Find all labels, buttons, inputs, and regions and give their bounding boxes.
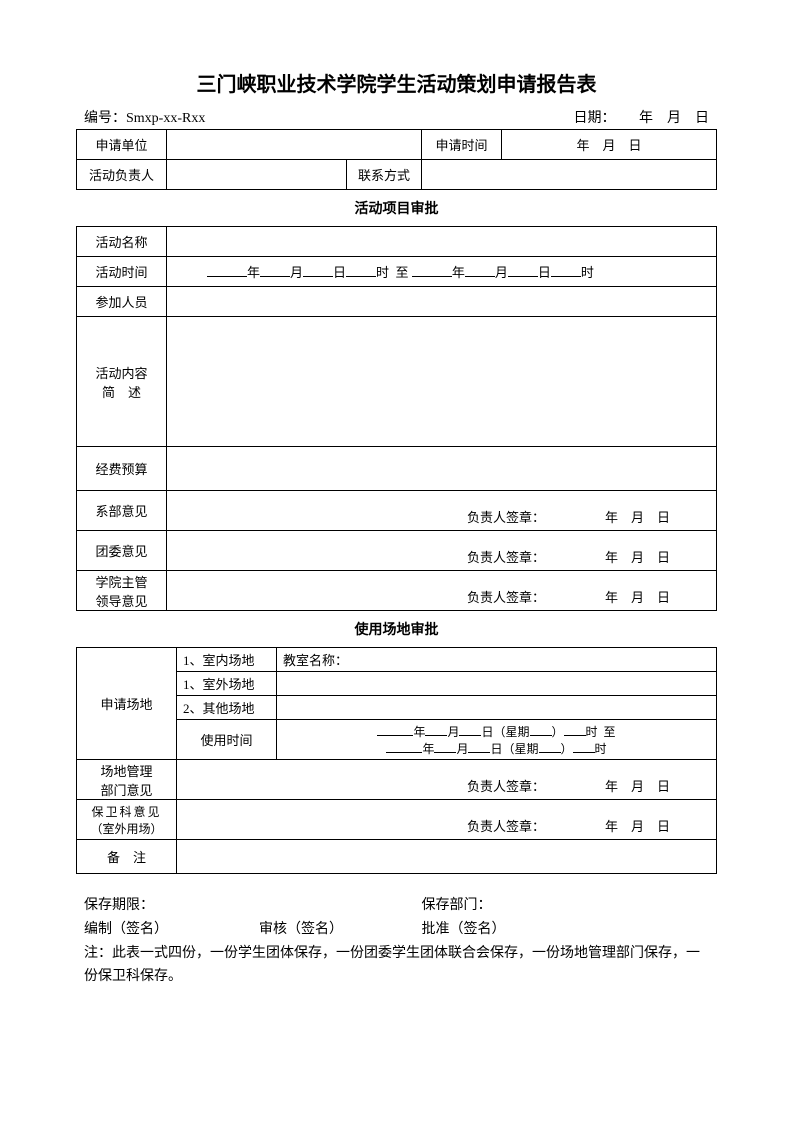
sig-date: 年 月 日: [605, 587, 670, 606]
content-brief-value: [167, 317, 717, 447]
remark-label: 备 注: [77, 840, 177, 874]
code-value: Smxp-xx-Rxx: [126, 111, 205, 126]
approval-table: 活动名称 活动时间 年月日时 至 年月日时 参加人员 活动内容 简 述 经费预算…: [76, 226, 717, 611]
leader-opinion-l2: 领导意见: [83, 591, 160, 610]
use-time-value: 年月日（星期）时 至 年月日（星期）时: [277, 720, 717, 760]
sig-date: 年 月 日: [605, 507, 670, 526]
activity-name-label: 活动名称: [77, 227, 167, 257]
outdoor-label: 1、室外场地: [177, 672, 277, 696]
venue-table: 申请场地 1、室内场地 教室名称： 1、室外场地 2、其他场地 使用时间 年月日…: [76, 647, 717, 874]
activity-name-value: [167, 227, 717, 257]
use-time-label: 使用时间: [177, 720, 277, 760]
compile-label: 编制（签名）: [84, 918, 259, 942]
contact-value: [422, 160, 717, 190]
other-value: [277, 696, 717, 720]
footer: 保存期限： 保存部门： 编制（签名） 审核（签名） 批准（签名） 注：此表一式四…: [76, 894, 717, 989]
security-l1: 保卫科意见: [83, 803, 170, 820]
code-label: 编号：: [84, 111, 126, 126]
sig-label: 负责人签章：: [467, 507, 545, 526]
content-brief-label: 活动内容 简 述: [77, 317, 167, 447]
venue-mgmt-value: 负责人签章： 年 月 日: [177, 760, 717, 800]
contact-label: 联系方式: [347, 160, 422, 190]
section2-title: 使用场地审批: [76, 619, 717, 639]
retain-dept: 保存部门：: [422, 894, 492, 918]
responsible-label: 活动负责人: [77, 160, 167, 190]
venue-mgmt-l1: 场地管理: [83, 761, 170, 780]
indoor-label: 1、室内场地: [177, 648, 277, 672]
leader-opinion-value: 负责人签章： 年 月 日: [167, 571, 717, 611]
security-l2: （室外用场）: [83, 820, 170, 837]
venue-mgmt-l2: 部门意见: [83, 780, 170, 799]
participants-label: 参加人员: [77, 287, 167, 317]
sig-date: 年 月 日: [605, 776, 670, 795]
audit-label: 审核（签名）: [259, 918, 422, 942]
retain-period: 保存期限：: [84, 894, 422, 918]
apply-venue-label: 申请场地: [77, 648, 177, 760]
apply-unit-label: 申请单位: [77, 130, 167, 160]
responsible-value: [167, 160, 347, 190]
sig-label: 负责人签章：: [467, 587, 545, 606]
sig-date: 年 月 日: [605, 816, 670, 835]
meta-row: 编号：Smxp-xx-Rxx 日期： 年 月 日: [76, 107, 717, 127]
security-label: 保卫科意见 （室外用场）: [77, 800, 177, 840]
venue-mgmt-label: 场地管理 部门意见: [77, 760, 177, 800]
footer-note: 注：此表一式四份，一份学生团体保存，一份团委学生团体联合会保存，一份场地管理部门…: [84, 942, 709, 990]
content-brief-l2: 简 述: [83, 382, 160, 401]
youth-opinion-value: 负责人签章： 年 月 日: [167, 531, 717, 571]
apply-unit-value: [167, 130, 422, 160]
dept-opinion-label: 系部意见: [77, 491, 167, 531]
header-table: 申请单位 申请时间 年 月 日 活动负责人 联系方式: [76, 129, 717, 190]
budget-value: [167, 447, 717, 491]
remark-value: [177, 840, 717, 874]
participants-value: [167, 287, 717, 317]
sig-label: 负责人签章：: [467, 776, 545, 795]
page-title: 三门峡职业技术学院学生活动策划申请报告表: [76, 68, 717, 97]
classroom-label: 教室名称：: [277, 648, 717, 672]
outdoor-value: [277, 672, 717, 696]
activity-time-value: 年月日时 至 年月日时: [167, 257, 717, 287]
activity-time-label: 活动时间: [77, 257, 167, 287]
date-field: 日期： 年 月 日: [574, 107, 710, 127]
leader-opinion-label: 学院主管 领导意见: [77, 571, 167, 611]
date-value: 年 月 日: [639, 111, 709, 126]
security-value: 负责人签章： 年 月 日: [177, 800, 717, 840]
sig-label: 负责人签章：: [467, 816, 545, 835]
page: 三门峡职业技术学院学生活动策划申请报告表 编号：Smxp-xx-Rxx 日期： …: [0, 0, 793, 1122]
sig-date: 年 月 日: [605, 547, 670, 566]
youth-opinion-label: 团委意见: [77, 531, 167, 571]
budget-label: 经费预算: [77, 447, 167, 491]
section1-title: 活动项目审批: [76, 198, 717, 218]
code-field: 编号：Smxp-xx-Rxx: [84, 107, 205, 127]
approve-label: 批准（签名）: [422, 918, 506, 942]
sig-label: 负责人签章：: [467, 547, 545, 566]
content-brief-l1: 活动内容: [83, 363, 160, 382]
date-label: 日期：: [574, 111, 616, 126]
other-label: 2、其他场地: [177, 696, 277, 720]
apply-time-label: 申请时间: [422, 130, 502, 160]
dept-opinion-value: 负责人签章： 年 月 日: [167, 491, 717, 531]
apply-time-value: 年 月 日: [502, 130, 717, 160]
leader-opinion-l1: 学院主管: [83, 572, 160, 591]
